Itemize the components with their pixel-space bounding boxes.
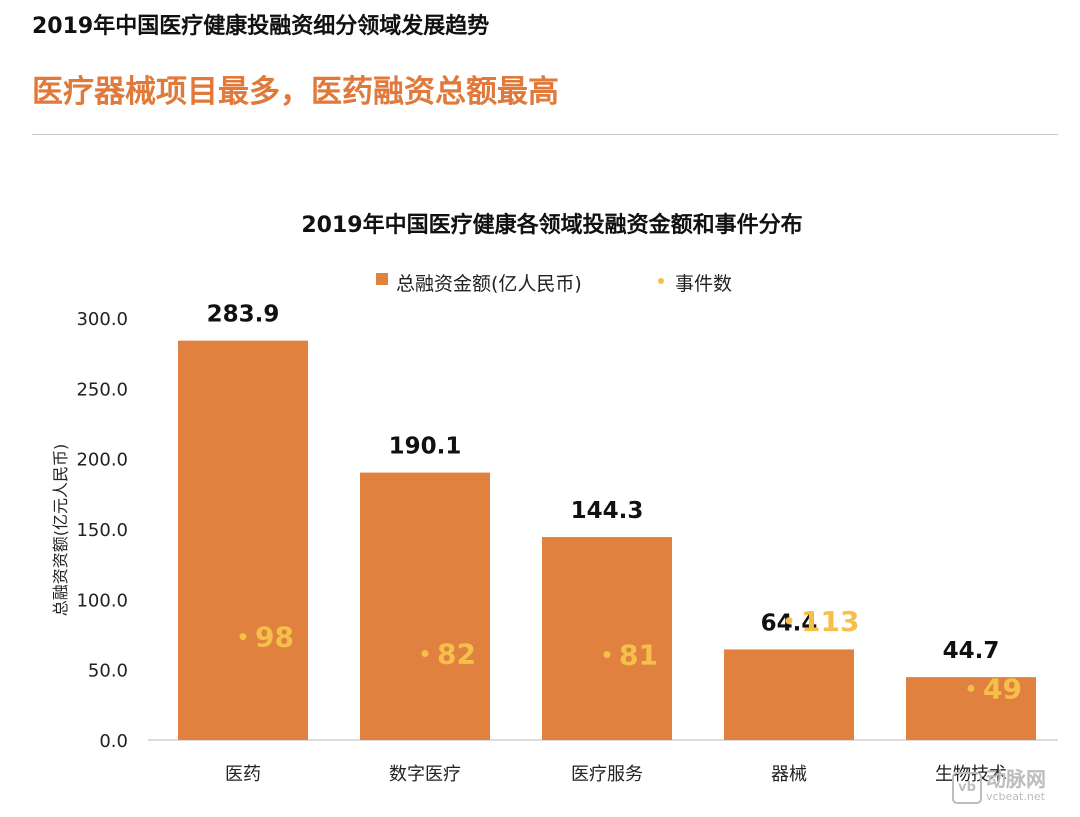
y-tick-label: 200.0 — [76, 450, 128, 471]
bar-1 — [178, 340, 308, 740]
page-pre-title: 2019年中国医疗健康投融资细分领域发展趋势 — [32, 14, 490, 39]
legend-label-amount: 总融资金额(亿人民币) — [396, 273, 582, 295]
bar-value-label: 44.7 — [943, 638, 1000, 664]
y-tick-label: 100.0 — [76, 590, 128, 611]
event-point-3 — [603, 651, 611, 659]
y-axis-ticks: 0.0 50.0 100.0 150.0 200.0 250.0 300.0 — [76, 309, 128, 752]
event-point-2 — [421, 649, 429, 657]
y-tick-label: 50.0 — [88, 661, 128, 682]
bar-value-label: 283.9 — [207, 302, 280, 328]
watermark-name: 动脉网 — [986, 767, 1046, 791]
watermark-url: vcbeat.net — [986, 790, 1045, 803]
watermark: vb 动脉网 vcbeat.net — [952, 764, 1068, 808]
y-tick-label: 150.0 — [76, 520, 128, 541]
event-point-4 — [785, 617, 793, 625]
event-value-label: 81 — [619, 639, 658, 672]
y-tick-label: 0.0 — [99, 731, 128, 752]
event-point-1 — [239, 633, 247, 641]
y-axis-label: 总融资资额(亿元人民币) — [51, 444, 70, 617]
x-tick-label: 医疗服务 — [571, 764, 643, 785]
bar-series — [178, 340, 1036, 740]
bar-value-label: 144.3 — [571, 498, 644, 524]
bar-3 — [542, 537, 672, 740]
legend-marker-events — [658, 278, 664, 284]
chart-title: 2019年中国医疗健康各领域投融资金额和事件分布 — [301, 212, 802, 238]
event-value-label: 82 — [437, 637, 476, 670]
bar-2 — [360, 472, 490, 740]
event-value-label: 49 — [983, 672, 1022, 705]
page-header: 2019年中国医疗健康投融资细分领域发展趋势 医疗器械项目最多，医药融资总额最高 — [32, 10, 1056, 112]
legend-swatch-amount — [376, 273, 388, 285]
watermark-logo-icon: vb — [952, 772, 982, 804]
header-divider — [32, 134, 1058, 135]
event-value-labels: 98 82 81 113 49 — [255, 605, 1022, 706]
event-point-5 — [967, 684, 975, 692]
bar-4 — [724, 649, 854, 740]
x-axis-ticks: 医药 数字医疗 医疗服务 器械 生物技术 — [225, 764, 1007, 785]
event-value-label: 113 — [801, 605, 859, 638]
page-headline: 医疗器械项目最多，医药融资总额最高 — [32, 74, 559, 110]
bar-value-label: 190.1 — [389, 434, 462, 460]
y-tick-label: 250.0 — [76, 379, 128, 400]
x-tick-label: 器械 — [771, 764, 807, 785]
legend-label-events: 事件数 — [675, 273, 732, 295]
x-tick-label: 数字医疗 — [389, 764, 461, 785]
event-series — [239, 617, 975, 692]
y-tick-label: 300.0 — [76, 309, 128, 330]
x-tick-label: 医药 — [225, 764, 261, 785]
event-value-label: 98 — [255, 621, 294, 654]
chart-legend: 总融资金额(亿人民币) 事件数 — [376, 273, 732, 295]
